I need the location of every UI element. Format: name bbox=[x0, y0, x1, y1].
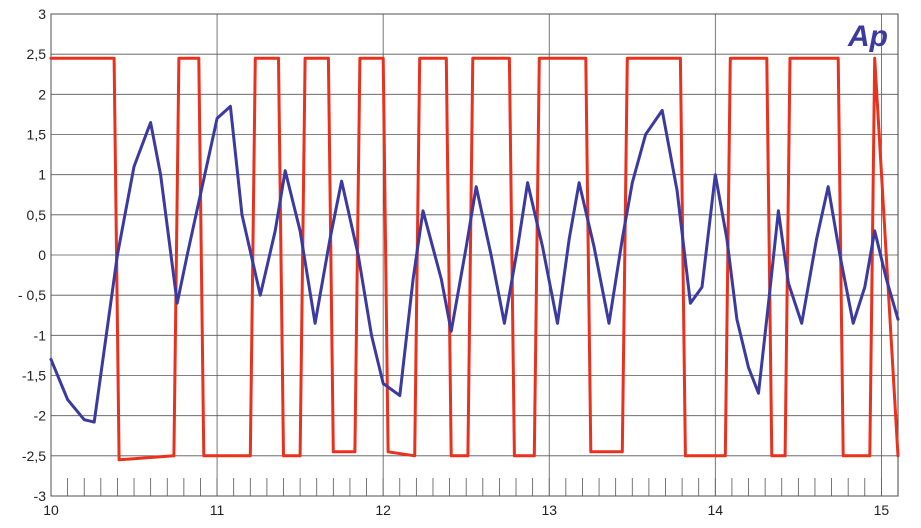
y-tick-label: -1 bbox=[34, 327, 47, 343]
y-tick-label: - 0,5 bbox=[18, 287, 46, 303]
series-line-1 bbox=[49, 56, 900, 462]
x-tick-label: 13 bbox=[541, 502, 557, 518]
x-tick-label: 14 bbox=[708, 502, 724, 518]
y-tick-label: 1,5 bbox=[27, 127, 47, 143]
series-line-2 bbox=[49, 104, 900, 424]
y-tick-label: 3 bbox=[38, 6, 46, 22]
chart-series bbox=[49, 56, 900, 462]
y-tick-label: 2,5 bbox=[27, 46, 47, 62]
x-tick-label: 10 bbox=[43, 502, 59, 518]
y-tick-label: -2 bbox=[34, 408, 47, 424]
y-tick-label: 1 bbox=[38, 167, 46, 183]
ap-logo-text: Ap bbox=[847, 20, 888, 53]
chart-grid bbox=[50, 13, 899, 497]
y-tick-label: -1,5 bbox=[22, 368, 46, 384]
x-tick-label: 15 bbox=[874, 502, 890, 518]
y-axis-tick-labels: 3 2,5 2 1,5 1 0,5 0 - 0,5 -1 -1,5 -2 -2,5 -3 bbox=[18, 6, 46, 504]
y-tick-label: -3 bbox=[34, 488, 47, 504]
y-tick-label: -2,5 bbox=[22, 448, 46, 464]
x-minor-ticks bbox=[67, 478, 882, 496]
y-tick-label: 0 bbox=[38, 247, 46, 263]
x-axis-tick-labels: 10 11 12 13 14 15 bbox=[43, 502, 889, 518]
x-tick-label: 11 bbox=[210, 502, 225, 518]
y-tick-label: 0,5 bbox=[27, 207, 47, 223]
y-tick-label: 2 bbox=[38, 86, 46, 102]
x-tick-label: 12 bbox=[375, 502, 391, 518]
